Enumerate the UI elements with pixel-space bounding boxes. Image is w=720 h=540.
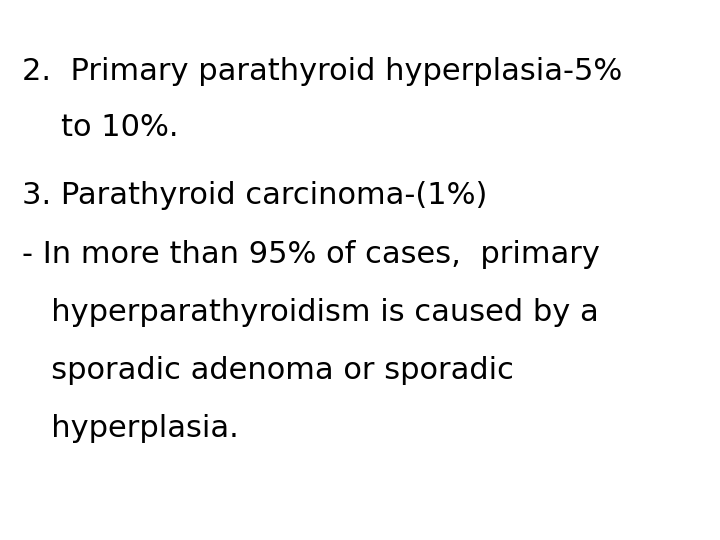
Text: 3. Parathyroid carcinoma-(1%): 3. Parathyroid carcinoma-(1%) [22,181,487,210]
Text: sporadic adenoma or sporadic: sporadic adenoma or sporadic [22,356,513,385]
Text: hyperplasia.: hyperplasia. [22,414,238,443]
Text: hyperparathyroidism is caused by a: hyperparathyroidism is caused by a [22,298,598,327]
Text: - In more than 95% of cases,  primary: - In more than 95% of cases, primary [22,240,600,269]
Text: 2.  Primary parathyroid hyperplasia-5%: 2. Primary parathyroid hyperplasia-5% [22,57,622,86]
Text: to 10%.: to 10%. [22,113,178,143]
